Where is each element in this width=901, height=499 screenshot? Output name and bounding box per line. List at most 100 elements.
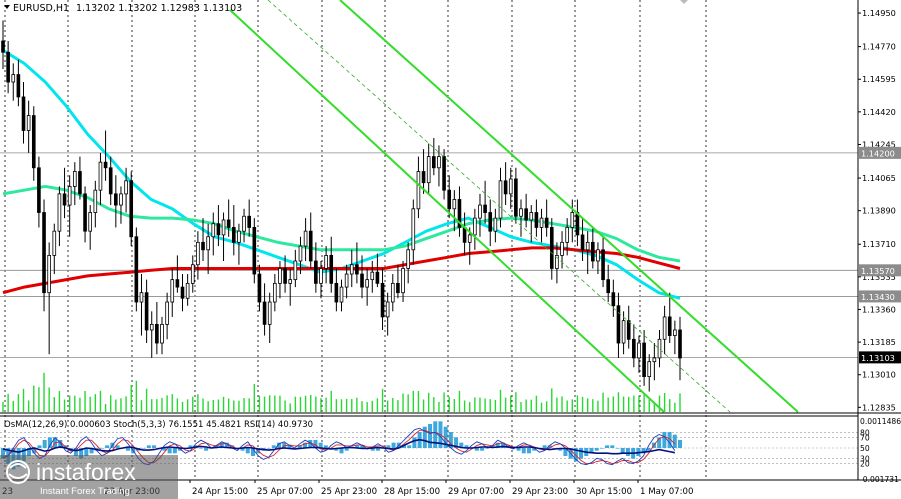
candle-body (447, 189, 452, 210)
candle-body (72, 171, 77, 187)
trend-line (267, 0, 731, 413)
candle-body (344, 273, 349, 288)
candle (611, 279, 616, 317)
candle-body (478, 204, 482, 219)
candle (267, 292, 272, 344)
indicator-y-label: 20 (860, 460, 870, 469)
candle (555, 242, 559, 284)
candle-body (57, 193, 62, 232)
osma-bar (303, 442, 308, 448)
candle-body (580, 234, 585, 251)
price-label: 1.13103 (859, 351, 901, 364)
trend-line (229, 9, 665, 413)
candle-body (596, 249, 600, 262)
osma-bar (667, 432, 672, 448)
candle-body (206, 236, 210, 251)
candle (283, 255, 287, 293)
candle-body (201, 241, 205, 251)
osma-bar (433, 421, 438, 448)
candle-body (667, 316, 672, 336)
candle-body (401, 268, 405, 294)
candle (493, 208, 498, 243)
candle (549, 218, 554, 280)
candle-body (555, 255, 559, 269)
osma-bar (21, 448, 26, 462)
candle-body (267, 301, 272, 325)
candle-body (662, 316, 667, 340)
osma-bar (448, 432, 453, 448)
osma-bar (459, 442, 464, 448)
candle-body (524, 208, 528, 221)
candle-body (606, 279, 611, 294)
candle (673, 320, 677, 355)
osma-bar (79, 448, 84, 459)
candle (216, 205, 221, 247)
candle-body (349, 264, 354, 275)
candle (226, 199, 231, 237)
triangle-down-icon[interactable] (4, 5, 10, 9)
candle (457, 186, 462, 237)
candle-body (155, 323, 159, 344)
candle-body (529, 212, 534, 221)
candle (652, 343, 657, 381)
osma-bar (370, 448, 375, 451)
osma-bar (167, 448, 172, 454)
osma-bar (464, 445, 469, 448)
candle (606, 264, 611, 303)
candle (221, 212, 226, 261)
candle-body (134, 236, 139, 303)
candle-body (298, 245, 303, 262)
candle (139, 274, 144, 336)
trend-line (339, 0, 799, 413)
candle-body (319, 268, 323, 284)
candle (211, 212, 216, 256)
candle (647, 354, 652, 392)
candle-body (252, 227, 257, 275)
y-tick-label: 1.14595 (862, 74, 896, 84)
candle (503, 162, 508, 206)
candle-body (462, 227, 467, 243)
candle (42, 199, 46, 312)
chart-header: EURUSD,H1 1.13202 1.13202 1.12983 1.1310… (4, 3, 242, 14)
candle (1, 20, 5, 69)
candle-body (647, 361, 652, 377)
candle (319, 260, 323, 299)
candle-body (411, 208, 416, 251)
osma-bar (428, 424, 433, 448)
osma-bar (375, 448, 380, 451)
candle (298, 236, 303, 275)
osma-bar (282, 442, 287, 448)
candle (416, 156, 421, 219)
candle-body (570, 212, 575, 228)
osma-bar (599, 448, 604, 449)
osma-bar (558, 448, 563, 451)
candle-body (303, 230, 308, 247)
osma-bar (355, 445, 360, 448)
candle-body (6, 51, 10, 83)
candle (657, 329, 662, 368)
candle-body (488, 212, 493, 232)
candle (406, 242, 410, 284)
candle-body (370, 271, 375, 281)
candle-body (498, 180, 503, 219)
main-plot (1, 0, 799, 413)
candle-body (47, 255, 51, 294)
osma-bar (526, 448, 531, 454)
x-tick-label: 30 Apr 15:00 (576, 487, 632, 497)
osma-bar (579, 448, 584, 459)
candle-body (190, 264, 195, 284)
logo-brand: instaforex (36, 459, 136, 485)
candle (667, 292, 672, 344)
osma-bar (511, 448, 516, 449)
osma-bar (605, 445, 610, 448)
osma-bar (625, 448, 630, 456)
candle (401, 260, 405, 303)
candle (201, 218, 205, 261)
candle-body (293, 260, 298, 281)
candle-body (565, 227, 569, 243)
indicator-y-label: 70 (860, 434, 870, 443)
candle-body (473, 217, 477, 236)
candle-body (37, 167, 41, 213)
osma-bar (500, 442, 505, 448)
